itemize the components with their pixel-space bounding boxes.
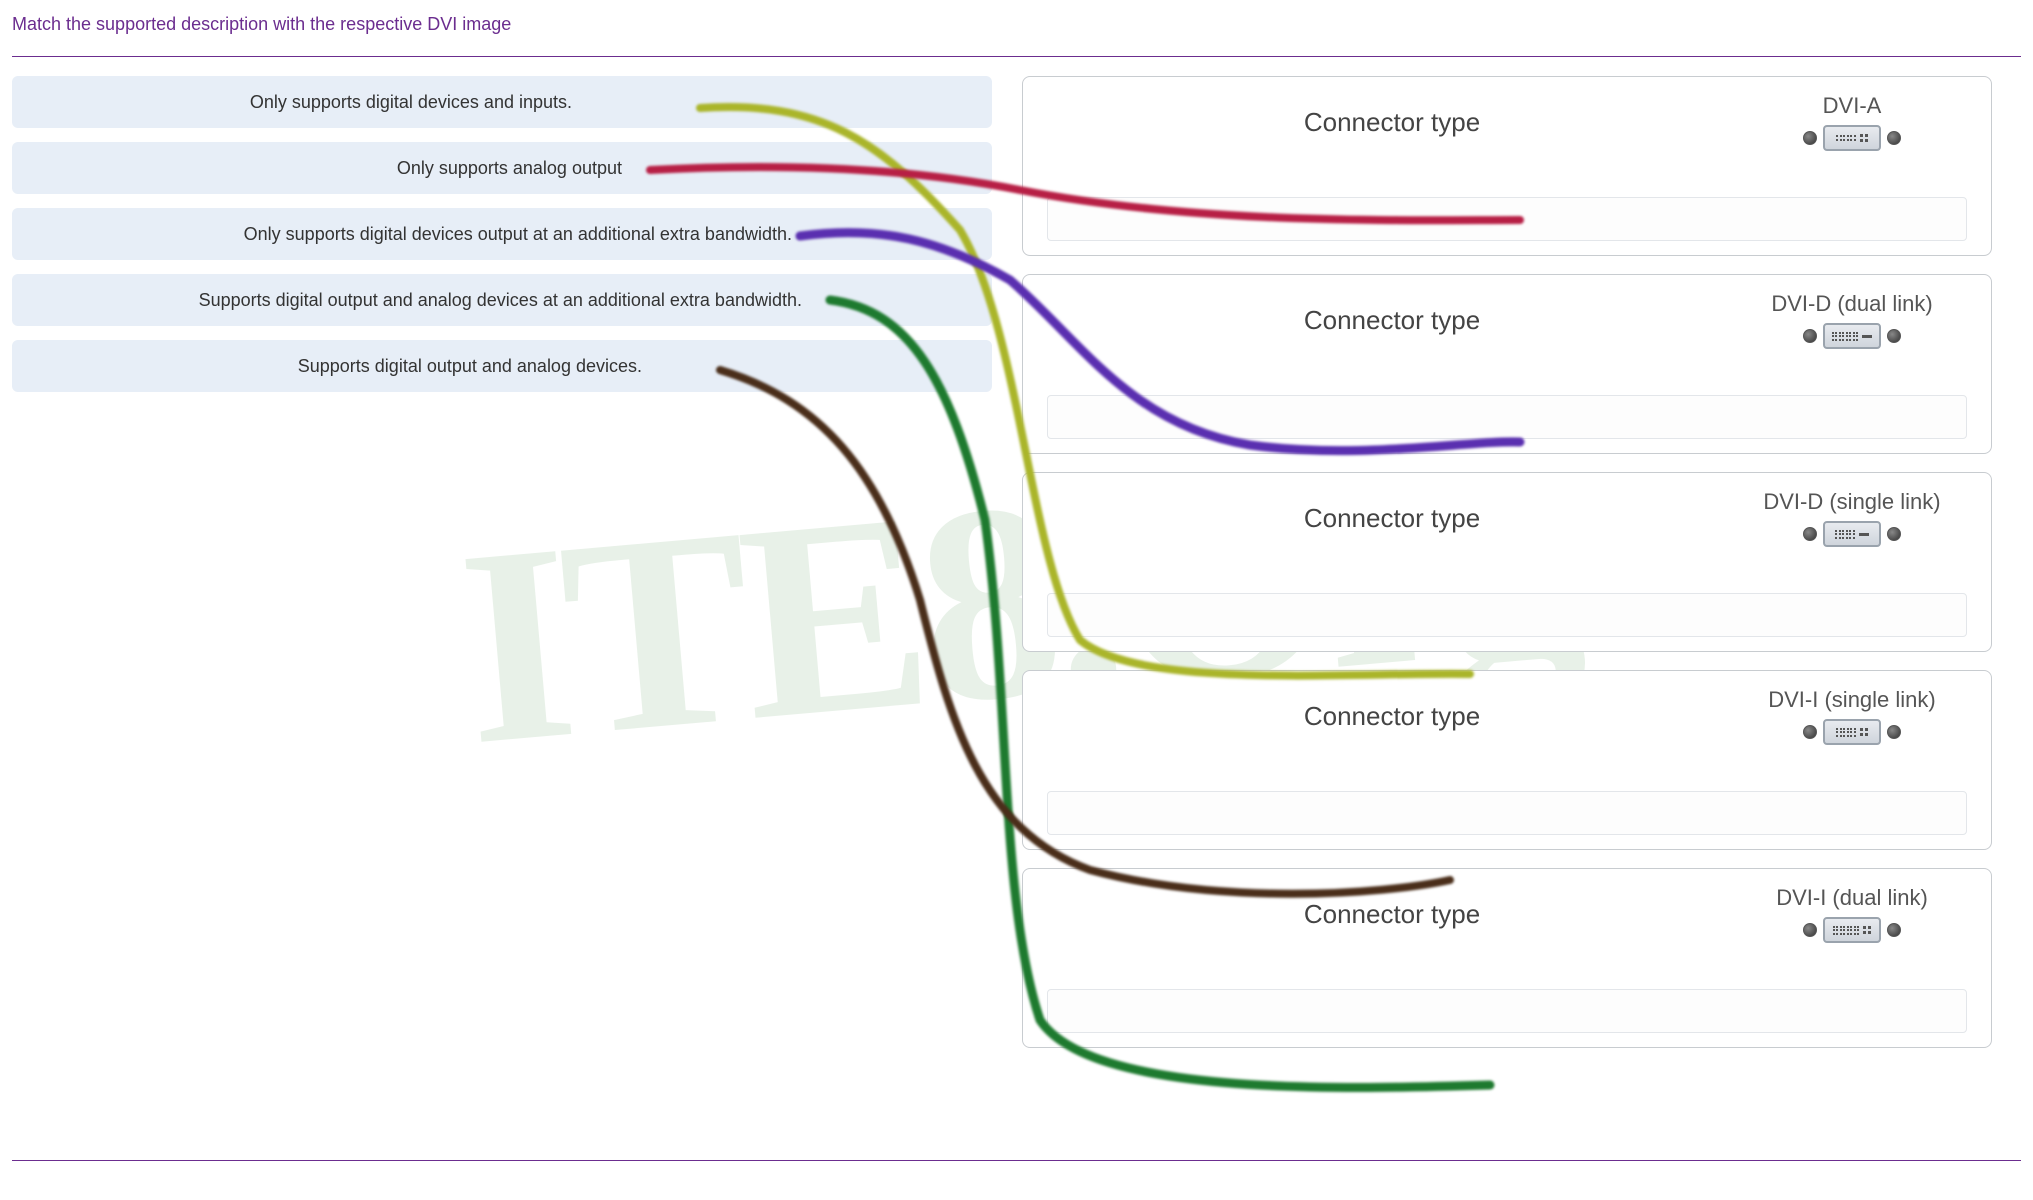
drop-zone[interactable] <box>1047 197 1967 241</box>
dvi-i-dual-icon <box>1803 917 1901 943</box>
descriptions-column: Only supports digital devices and inputs… <box>12 76 992 406</box>
dvi-d-dual-icon <box>1803 323 1901 349</box>
drop-zone[interactable] <box>1047 791 1967 835</box>
description-text: Only supports digital devices output at … <box>244 224 792 245</box>
description-item[interactable]: Only supports digital devices and inputs… <box>12 76 992 128</box>
connector-header: Connector type DVI-A <box>1047 93 1967 157</box>
connector-header: Connector type DVI-I (single link) <box>1047 687 1967 751</box>
connector-card-dvi-i-single[interactable]: Connector type DVI-I (single link) <box>1022 670 1992 850</box>
connector-card-dvi-a[interactable]: Connector type DVI-A <box>1022 76 1992 256</box>
connector-card-dvi-i-dual[interactable]: Connector type DVI-I (dual link) <box>1022 868 1992 1048</box>
connector-info: DVI-I (dual link) <box>1737 885 1967 943</box>
connector-type-heading: Connector type <box>1047 899 1737 930</box>
divider-bottom <box>12 1160 2021 1161</box>
description-text: Supports digital output and analog devic… <box>199 290 802 311</box>
connector-type-heading: Connector type <box>1047 305 1737 336</box>
drop-zone[interactable] <box>1047 593 1967 637</box>
connectors-column: Connector type DVI-A Connect <box>1022 76 1992 1066</box>
dvi-d-single-icon <box>1803 521 1901 547</box>
connector-type-heading: Connector type <box>1047 701 1737 732</box>
connector-label: DVI-A <box>1737 93 1967 119</box>
drop-zone[interactable] <box>1047 989 1967 1033</box>
connector-info: DVI-A <box>1737 93 1967 151</box>
connector-label: DVI-I (dual link) <box>1737 885 1967 911</box>
connector-card-dvi-d-single[interactable]: Connector type DVI-D (single link) <box>1022 472 1992 652</box>
description-item[interactable]: Only supports analog output <box>12 142 992 194</box>
connector-header: Connector type DVI-I (dual link) <box>1047 885 1967 949</box>
connector-label: DVI-I (single link) <box>1737 687 1967 713</box>
connector-info: DVI-I (single link) <box>1737 687 1967 745</box>
connector-label: DVI-D (dual link) <box>1737 291 1967 317</box>
drop-zone[interactable] <box>1047 395 1967 439</box>
divider-top <box>12 56 2021 57</box>
description-item[interactable]: Supports digital output and analog devic… <box>12 340 992 392</box>
connector-header: Connector type DVI-D (single link) <box>1047 489 1967 553</box>
description-text: Supports digital output and analog devic… <box>298 356 642 377</box>
dvi-a-icon <box>1803 125 1901 151</box>
description-text: Only supports digital devices and inputs… <box>250 92 572 113</box>
dvi-i-single-icon <box>1803 719 1901 745</box>
description-text: Only supports analog output <box>397 158 622 179</box>
connector-card-dvi-d-dual[interactable]: Connector type DVI-D (dual link) <box>1022 274 1992 454</box>
connector-type-heading: Connector type <box>1047 503 1737 534</box>
question-title: Match the supported description with the… <box>12 14 511 35</box>
connector-label: DVI-D (single link) <box>1737 489 1967 515</box>
connector-info: DVI-D (dual link) <box>1737 291 1967 349</box>
description-item[interactable]: Supports digital output and analog devic… <box>12 274 992 326</box>
connector-info: DVI-D (single link) <box>1737 489 1967 547</box>
connector-type-heading: Connector type <box>1047 107 1737 138</box>
description-item[interactable]: Only supports digital devices output at … <box>12 208 992 260</box>
connector-header: Connector type DVI-D (dual link) <box>1047 291 1967 355</box>
